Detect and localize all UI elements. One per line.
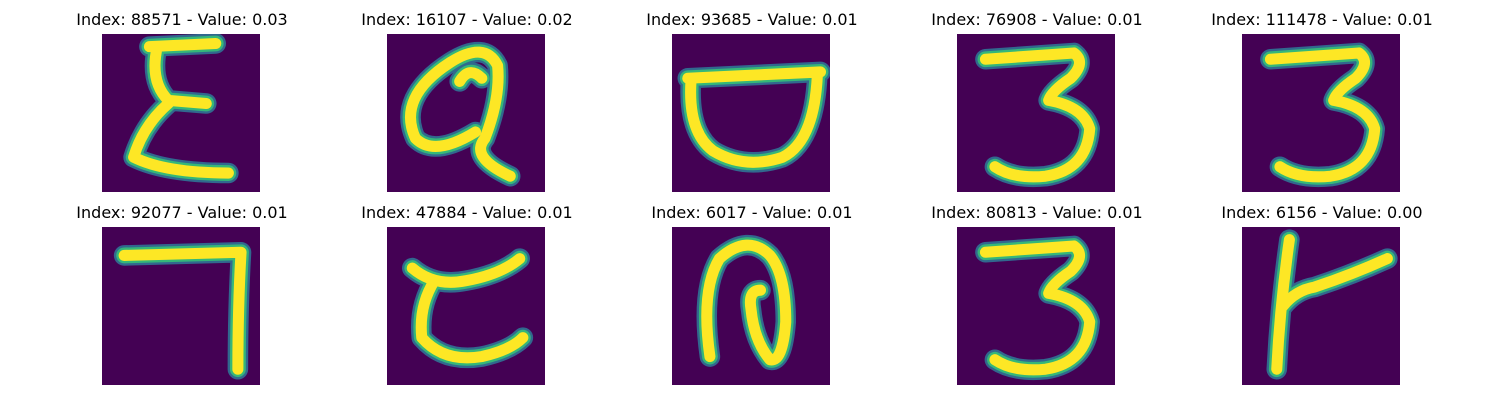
image-panel: Index: 76908 - Value: 0.01 bbox=[887, 0, 1187, 195]
handwritten-stroke bbox=[979, 240, 1096, 376]
alpha-loop-glyph bbox=[387, 34, 545, 192]
image-panel: Index: 6156 - Value: 0.00 bbox=[1172, 193, 1472, 388]
handwritten-stroke bbox=[701, 239, 792, 366]
panel-title: Index: 92077 - Value: 0.01 bbox=[76, 203, 288, 222]
handwritten-stroke bbox=[404, 46, 516, 182]
panel-title: Index: 93685 - Value: 0.01 bbox=[646, 10, 858, 29]
image-panel: Index: 6017 - Value: 0.01 bbox=[602, 193, 902, 388]
seven-glyph bbox=[102, 227, 260, 385]
image-panel: Index: 80813 - Value: 0.01 bbox=[887, 193, 1187, 388]
three-glyph bbox=[1242, 34, 1400, 192]
handwritten-stroke bbox=[682, 66, 827, 168]
image-panel: Index: 93685 - Value: 0.01 bbox=[602, 0, 902, 195]
panel-title: Index: 111478 - Value: 0.01 bbox=[1211, 10, 1433, 29]
image-background bbox=[1242, 227, 1400, 385]
handwritten-stroke bbox=[128, 37, 234, 179]
panel-title: Index: 6156 - Value: 0.00 bbox=[1221, 203, 1423, 222]
handwritten-stroke bbox=[1264, 47, 1381, 183]
image-panel: Index: 88571 - Value: 0.03 bbox=[32, 0, 332, 195]
three-glyph bbox=[957, 34, 1115, 192]
bowl-glyph bbox=[672, 34, 830, 192]
handwritten-stroke bbox=[1271, 234, 1393, 375]
image-panel: Index: 111478 - Value: 0.01 bbox=[1172, 0, 1472, 195]
panel-title: Index: 47884 - Value: 0.01 bbox=[361, 203, 573, 222]
three-glyph bbox=[957, 227, 1115, 385]
image-panel: Index: 47884 - Value: 0.01 bbox=[317, 193, 617, 388]
panel-title: Index: 80813 - Value: 0.01 bbox=[931, 203, 1143, 222]
panel-title: Index: 76908 - Value: 0.01 bbox=[931, 10, 1143, 29]
handwritten-stroke bbox=[118, 246, 247, 375]
n-loop-glyph bbox=[672, 227, 830, 385]
panel-title: Index: 16107 - Value: 0.02 bbox=[361, 10, 573, 29]
reversed-c-glyph bbox=[387, 227, 545, 385]
panel-title: Index: 88571 - Value: 0.03 bbox=[76, 10, 288, 29]
image-panel: Index: 16107 - Value: 0.02 bbox=[317, 0, 617, 195]
panel-title: Index: 6017 - Value: 0.01 bbox=[651, 203, 853, 222]
epsilon-glyph bbox=[102, 34, 260, 192]
handwritten-stroke bbox=[979, 47, 1096, 183]
k-like-glyph bbox=[1242, 227, 1400, 385]
image-panel: Index: 92077 - Value: 0.01 bbox=[32, 193, 332, 388]
handwritten-stroke bbox=[406, 253, 529, 364]
